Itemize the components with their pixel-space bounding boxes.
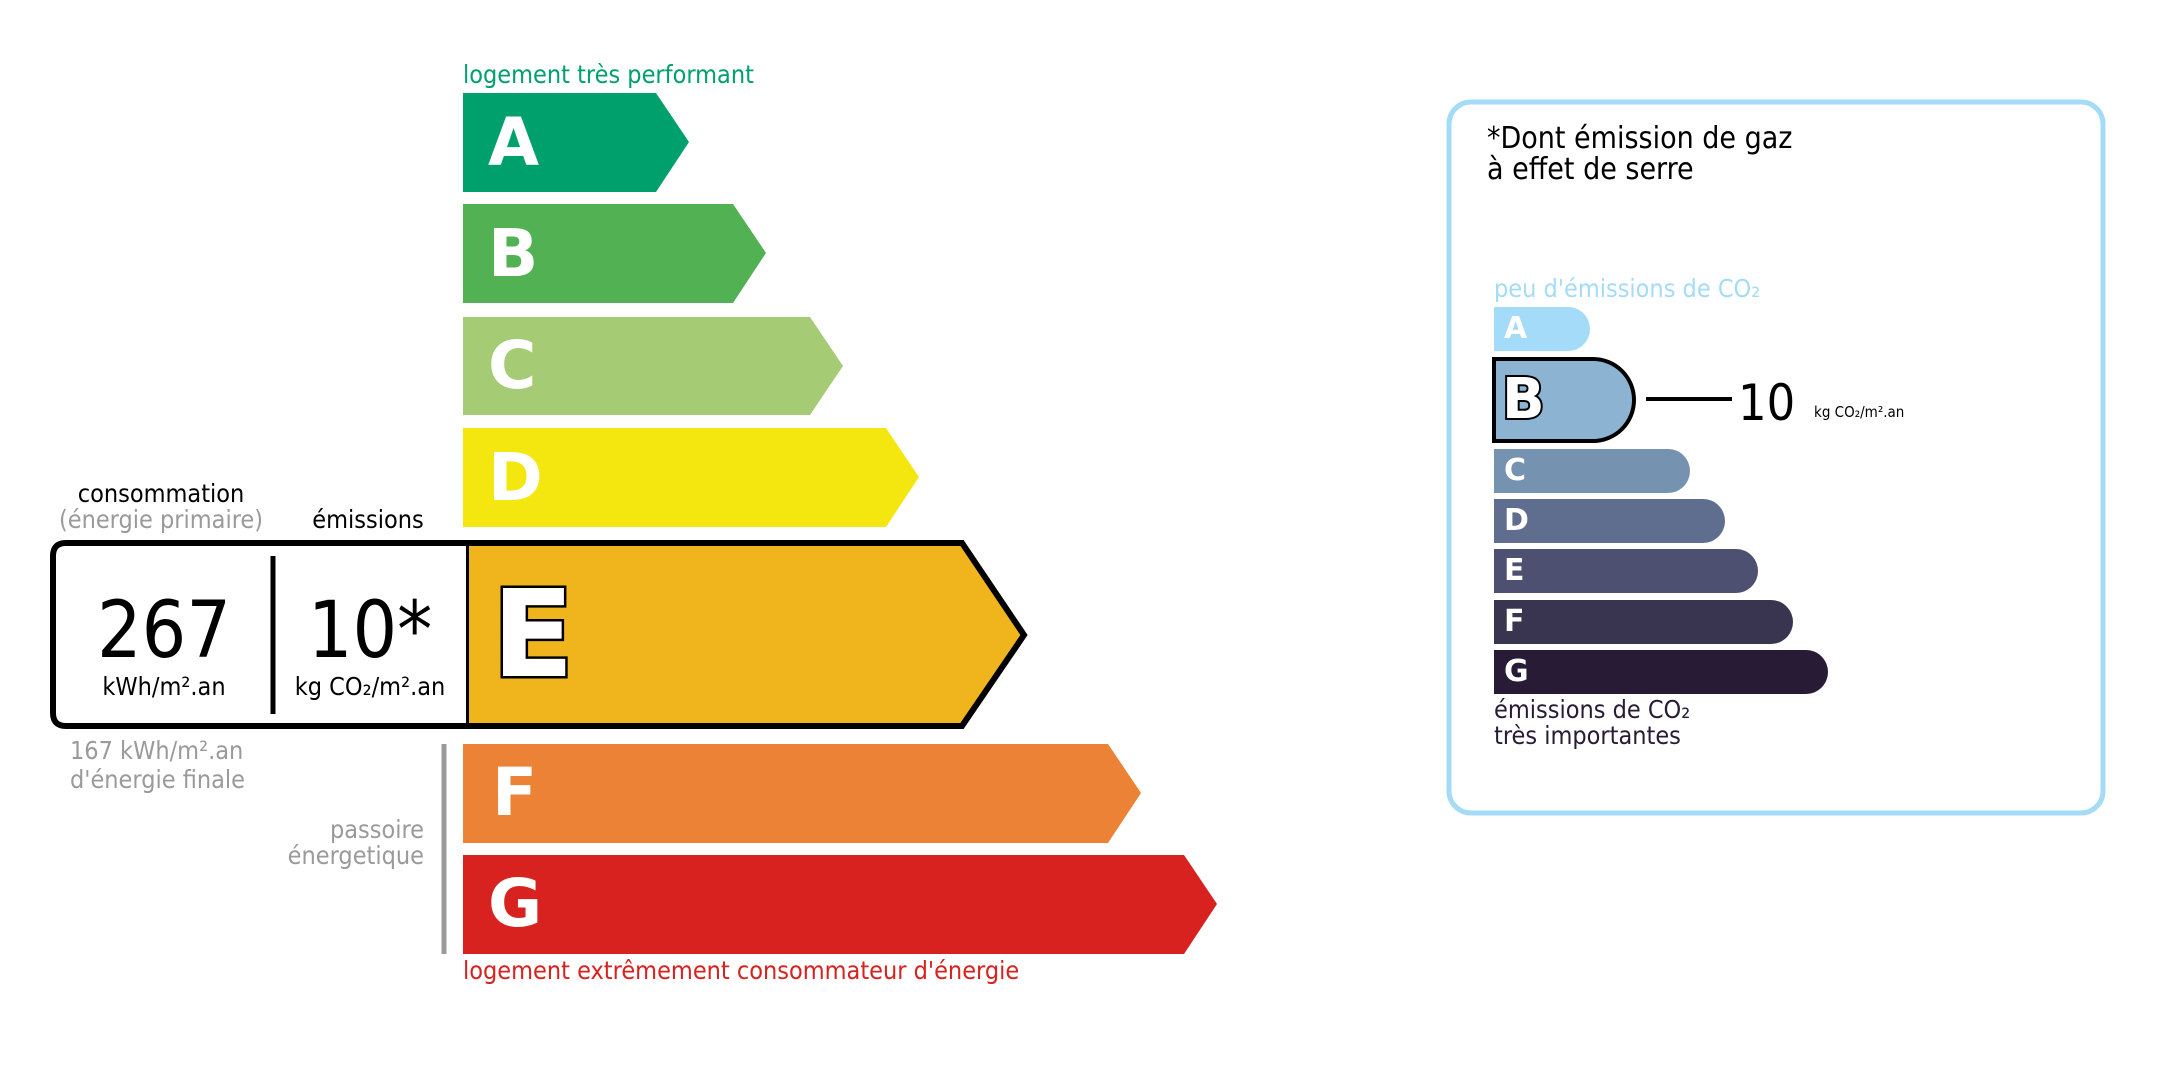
energy-letter-d: D bbox=[488, 439, 543, 516]
current-class-box bbox=[50, 540, 466, 729]
ghg-bar-d bbox=[1494, 499, 1725, 543]
ghg-bottom-caption-line1: émissions de CO₂ bbox=[1494, 695, 1691, 724]
ghg-panel-border bbox=[1446, 99, 2106, 816]
energy-letter-f: F bbox=[492, 754, 538, 831]
ghg-bar-c bbox=[1494, 449, 1690, 493]
ghg-unit: kg CO₂/m².an bbox=[1814, 403, 1905, 421]
energy-letter-e: E bbox=[490, 566, 577, 705]
energy-bar-c bbox=[463, 317, 843, 415]
final-energy-label: d'énergie finale bbox=[70, 765, 246, 794]
ghg-bar-f bbox=[1494, 600, 1793, 644]
ghg-letter-b: B bbox=[1500, 367, 1547, 432]
ghg-letter-g: G bbox=[1504, 654, 1529, 689]
passoire-line2: énergetique bbox=[287, 841, 424, 870]
ghg-value: 10 bbox=[1738, 374, 1796, 432]
energy-bar-b bbox=[463, 204, 766, 303]
ghg-bottom-caption-line2: très importantes bbox=[1494, 721, 1681, 750]
passoire-line1: passoire bbox=[329, 815, 424, 844]
ghg-bar-g bbox=[1494, 650, 1828, 694]
ghg-letter-c: C bbox=[1504, 453, 1527, 488]
ghg-bar-e bbox=[1494, 549, 1758, 593]
ghg-title-line2: à effet de serre bbox=[1487, 152, 1694, 187]
top-caption: logement très performant bbox=[463, 60, 754, 89]
consumption-sublabel: (énergie primaire) bbox=[58, 505, 264, 534]
energy-letter-a: A bbox=[488, 104, 540, 181]
emissions-label: émissions bbox=[312, 505, 424, 534]
consumption-value: 267 bbox=[97, 586, 231, 676]
energy-bar-a bbox=[463, 93, 689, 192]
energy-letter-g: G bbox=[488, 865, 543, 942]
energy-bar-f bbox=[463, 744, 1141, 843]
emissions-value: 10* bbox=[307, 586, 433, 676]
energy-letter-c: C bbox=[488, 327, 537, 404]
consumption-label: consommation bbox=[77, 479, 245, 508]
consumption-unit: kWh/m².an bbox=[102, 672, 226, 701]
energy-bar-g bbox=[463, 855, 1217, 954]
ghg-letter-d: D bbox=[1504, 503, 1529, 538]
ghg-letter-a: A bbox=[1504, 311, 1528, 346]
bottom-caption: logement extrêmement consommateur d'éner… bbox=[463, 956, 1020, 985]
energy-bar-d bbox=[463, 428, 919, 527]
ghg-title-line1: *Dont émission de gaz bbox=[1487, 121, 1793, 156]
final-energy-value: 167 kWh/m².an bbox=[70, 736, 244, 765]
ghg-bar-b bbox=[1492, 357, 1636, 443]
ghg-bar-a bbox=[1494, 307, 1590, 351]
ghg-letter-e: E bbox=[1504, 553, 1525, 588]
ghg-letter-f: F bbox=[1504, 604, 1525, 639]
ghg-top-caption: peu d'émissions de CO₂ bbox=[1494, 274, 1761, 303]
energy-letter-b: B bbox=[488, 215, 539, 292]
emissions-unit: kg CO₂/m².an bbox=[294, 672, 446, 701]
